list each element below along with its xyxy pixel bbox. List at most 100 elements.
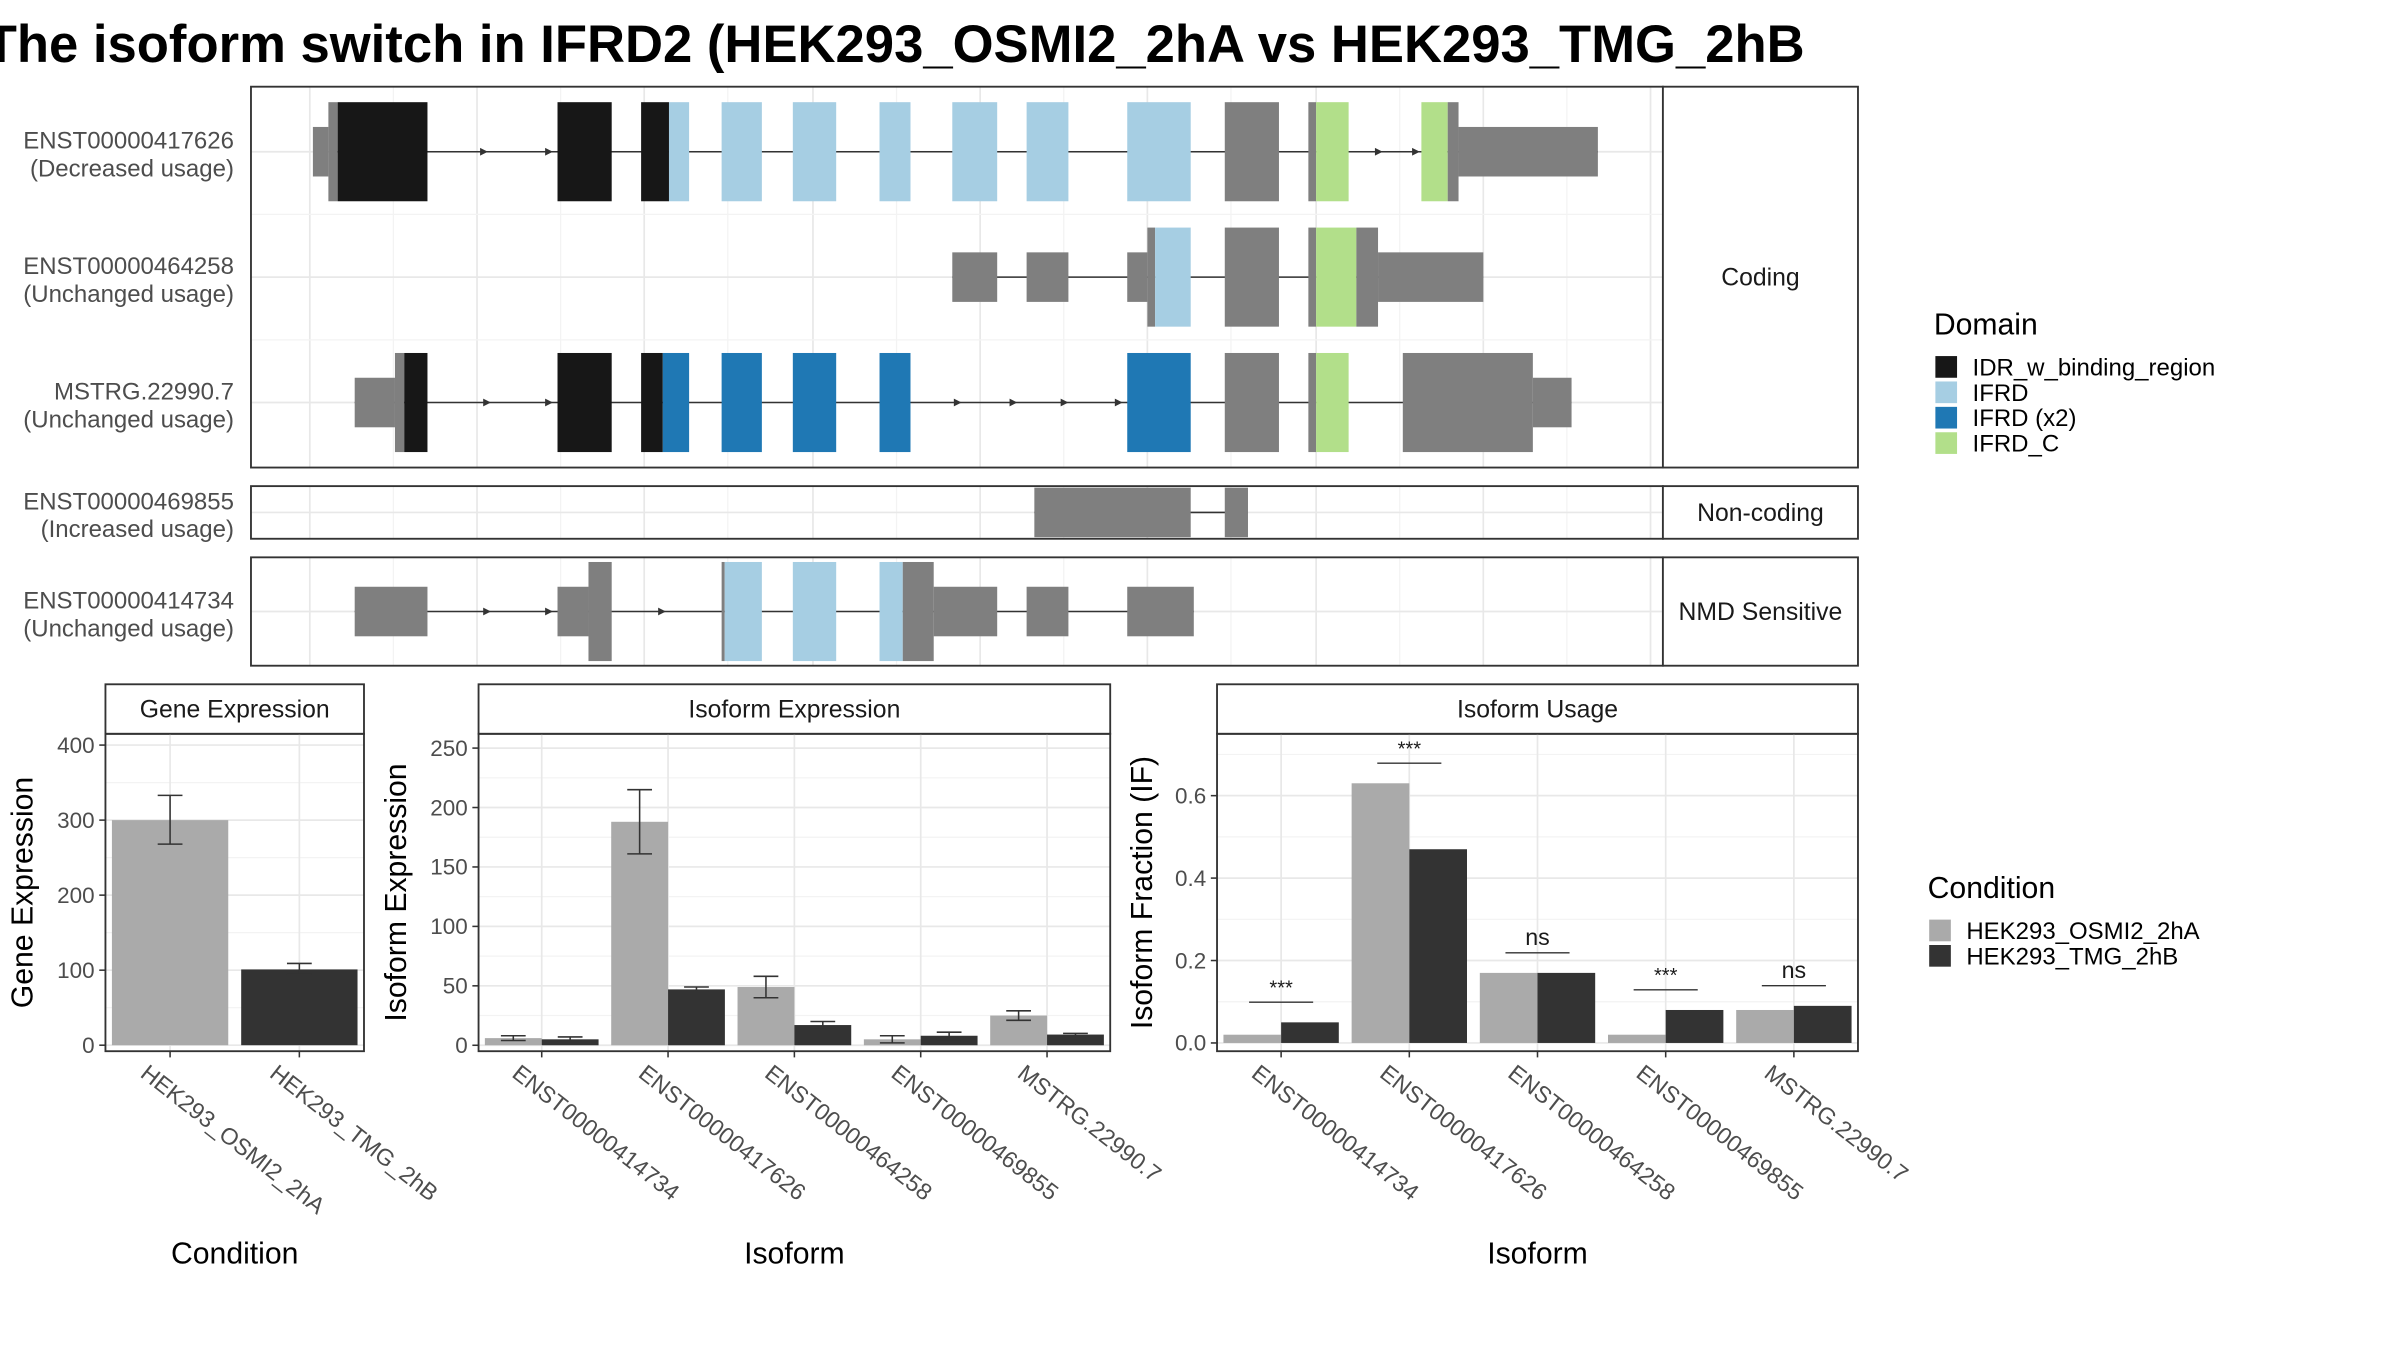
exon-block bbox=[641, 352, 663, 453]
isoform-usage-panel: Isoform Usage******ns*** ns0.00.20.40.6EN… bbox=[1126, 683, 1913, 1270]
bar bbox=[920, 1035, 978, 1046]
facet-strip-label: Coding bbox=[1721, 265, 1799, 292]
y-tick-label: 250 bbox=[430, 736, 467, 761]
legend-swatch bbox=[1929, 919, 1951, 942]
bar bbox=[1608, 1034, 1666, 1043]
utr-block bbox=[1378, 252, 1484, 302]
transcript-id: ENST00000469855 bbox=[23, 488, 234, 515]
exon-block bbox=[1316, 102, 1349, 202]
y-tick-label: 150 bbox=[430, 855, 467, 880]
transcript-status: (Decreased usage) bbox=[30, 155, 234, 182]
panel-border bbox=[104, 732, 365, 1053]
exon-block bbox=[641, 102, 669, 202]
strand-arrow bbox=[545, 398, 553, 407]
exon-block bbox=[662, 352, 690, 453]
isoform-expression-panel: Isoform Expression050100150200250ENST000… bbox=[380, 683, 1166, 1270]
legend-swatch bbox=[1935, 432, 1958, 454]
legend-label: HEK293_TMG_2hB bbox=[1966, 943, 2178, 970]
utr-block bbox=[952, 252, 998, 302]
utr-block bbox=[1224, 487, 1248, 538]
exon-block bbox=[792, 102, 837, 202]
gene-expression-panel: Gene Expression0100200300400HEK293_OSMI2… bbox=[7, 683, 443, 1270]
transcript-id: ENST00000417626 bbox=[23, 128, 234, 155]
y-tick-label: 0.6 bbox=[1175, 783, 1206, 808]
exon-block bbox=[879, 561, 903, 662]
bar bbox=[668, 989, 725, 1046]
legend-label: IFRD_C bbox=[1973, 431, 2060, 458]
y-tick-label: 0 bbox=[455, 1033, 467, 1058]
strand-arrow bbox=[1060, 398, 1069, 407]
exon-block bbox=[1224, 352, 1279, 453]
exon-block bbox=[557, 102, 612, 202]
y-tick-label: 0 bbox=[82, 1033, 94, 1058]
legend-title: Domain bbox=[1934, 308, 2038, 341]
bar bbox=[794, 1025, 852, 1046]
exon-block bbox=[721, 561, 725, 662]
exon-block bbox=[1308, 352, 1317, 453]
transcript-status: (Unchanged usage) bbox=[23, 615, 234, 642]
bar bbox=[1281, 1022, 1339, 1043]
facet-strip bbox=[1661, 556, 1859, 667]
panel-title: Isoform Usage bbox=[1457, 697, 1618, 724]
significance-label: *** bbox=[1654, 965, 1678, 987]
exon-block bbox=[337, 102, 428, 202]
legend-swatch bbox=[1935, 381, 1958, 404]
bar bbox=[1047, 1034, 1104, 1046]
legend-label: HEK293_OSMI2_2hA bbox=[1966, 918, 2199, 945]
bar bbox=[1479, 972, 1538, 1043]
exon-block bbox=[879, 352, 911, 453]
exon-block bbox=[404, 352, 428, 453]
transcript-status: (Unchanged usage) bbox=[23, 406, 234, 433]
transcript-track: ENST00000414734 (Unchanged usage) bbox=[23, 561, 1194, 662]
exon-block bbox=[721, 102, 762, 202]
facet-strip-label: NMD Sensitive bbox=[1679, 599, 1843, 626]
y-tick-label: 400 bbox=[57, 733, 94, 758]
exon-block bbox=[1316, 227, 1357, 327]
exon-block bbox=[724, 561, 762, 662]
significance-label: *** bbox=[1269, 977, 1293, 999]
y-tick-label: 200 bbox=[57, 883, 94, 908]
exon-block bbox=[328, 102, 338, 202]
exon-block bbox=[1308, 102, 1317, 202]
exon-block bbox=[1421, 102, 1448, 202]
strand-arrow bbox=[1114, 398, 1123, 407]
transcript-track: MSTRG.22990.7 (Unchanged usage) bbox=[23, 352, 1572, 453]
exon-block bbox=[588, 561, 612, 662]
exon-block bbox=[902, 561, 934, 662]
panel-title: Gene Expression bbox=[140, 697, 330, 724]
bar bbox=[1409, 849, 1467, 1043]
exon-block bbox=[1155, 227, 1191, 327]
bar bbox=[111, 820, 229, 1046]
y-axis-title: Gene Expression bbox=[7, 777, 40, 1008]
strand-arrow bbox=[953, 398, 962, 407]
exon-block bbox=[394, 352, 405, 453]
isoform-structure-plot: ENST00000417626 (Decreased usage) ENST0000… bbox=[23, 85, 1859, 667]
significance-label: ns bbox=[1525, 924, 1550, 950]
figure-title: The isoform switch in IFRD2 (HEK293_OSMI… bbox=[0, 15, 1805, 74]
strand-arrow bbox=[545, 147, 553, 156]
legend-label: IFRD bbox=[1973, 380, 2029, 407]
bar bbox=[1736, 1009, 1794, 1043]
transcript-id: MSTRG.22990.7 bbox=[54, 378, 234, 405]
exon-block bbox=[1026, 102, 1069, 202]
exon-block bbox=[1356, 227, 1379, 327]
legend-swatch bbox=[1935, 356, 1958, 378]
exon-block bbox=[1308, 227, 1317, 327]
legend-label: IDR_w_binding_region bbox=[1973, 354, 2216, 381]
exon-block bbox=[792, 352, 837, 453]
exon-block bbox=[792, 561, 837, 662]
facet-strip bbox=[477, 683, 1112, 735]
y-tick-label: 50 bbox=[443, 974, 468, 999]
transcript-id: ENST00000414734 bbox=[23, 587, 234, 614]
utr-block bbox=[557, 586, 589, 637]
exon-block bbox=[1224, 102, 1279, 202]
transcript-status: (Unchanged usage) bbox=[23, 281, 234, 308]
utr-block bbox=[1127, 252, 1148, 302]
utr-block bbox=[312, 126, 329, 177]
exon-block bbox=[557, 352, 612, 453]
legend-label: IFRD (x2) bbox=[1973, 405, 2077, 432]
strand-arrow bbox=[545, 607, 553, 616]
utr-block bbox=[1026, 252, 1069, 302]
legend-swatch bbox=[1929, 945, 1951, 967]
